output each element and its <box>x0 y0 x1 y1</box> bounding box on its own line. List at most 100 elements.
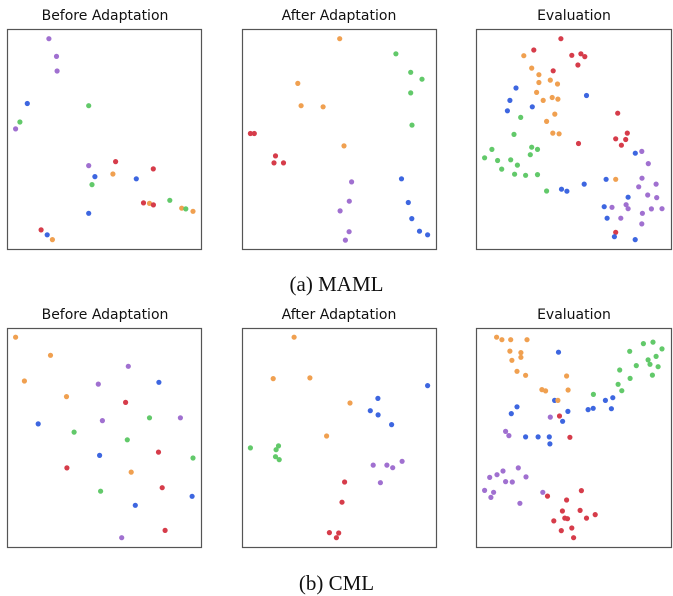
scatter-point-blue <box>133 176 139 182</box>
scatter-point-red <box>272 153 279 159</box>
scatter-point-blue <box>409 216 415 222</box>
scatter-point-blue <box>546 434 552 440</box>
scatter-point-purple <box>119 535 125 541</box>
scatter-point-purple <box>346 198 352 204</box>
scatter-point-blue <box>581 181 587 187</box>
scatter-point-purple <box>639 148 645 154</box>
scatter-point-orange <box>49 237 56 243</box>
scatter-point-orange <box>47 352 54 358</box>
scatter-point-green <box>518 114 524 120</box>
scatter-point-blue <box>604 215 610 221</box>
scatter-point-purple <box>46 36 52 42</box>
scatter-point-purple <box>540 489 546 495</box>
scatter-point-purple <box>390 465 396 471</box>
scatter-point-green <box>247 445 253 451</box>
scatter-point-orange <box>307 375 313 381</box>
scatter-point-purple <box>523 474 529 480</box>
panel-title: Before Adaptation <box>41 307 169 323</box>
scatter-point-orange <box>564 373 570 379</box>
scatter-point-orange <box>540 97 546 103</box>
axes-frame <box>475 28 673 251</box>
scatter-point-purple <box>125 363 131 369</box>
scatter-point-green <box>640 341 646 347</box>
scatter-point-green <box>534 146 541 152</box>
scatter-point-green <box>393 51 399 57</box>
scatter-point-purple <box>547 414 553 420</box>
scatter-point-green <box>529 144 535 150</box>
scatter-point-red <box>339 499 345 505</box>
scatter-point-orange <box>21 378 27 384</box>
scatter-point-blue <box>583 92 590 99</box>
scatter-point-green <box>495 157 501 164</box>
scatter-point-blue <box>507 97 513 103</box>
scatter-point-green <box>408 69 414 75</box>
scatter-point-red <box>567 434 573 440</box>
scatter-point-orange <box>494 334 500 340</box>
scatter-point-purple <box>99 418 105 424</box>
scatter-point-orange <box>509 357 515 363</box>
scatter-point-orange <box>341 143 347 149</box>
scatter-point-green <box>649 372 655 378</box>
scatter-point-green <box>615 381 621 387</box>
scatter-point-purple <box>370 462 376 468</box>
scatter-point-purple <box>609 204 615 210</box>
scatter-point-green <box>645 357 651 363</box>
scatter-point-blue <box>585 407 591 413</box>
scatter-point-orange <box>508 337 514 343</box>
scatter-point-green <box>17 119 23 125</box>
scatter-point-green <box>544 188 550 194</box>
scatter-point-purple <box>623 202 629 208</box>
scatter-point-orange <box>549 94 555 101</box>
scatter-point-red <box>113 159 119 165</box>
scatter-point-orange <box>524 337 530 343</box>
scatter-point-red <box>615 110 621 116</box>
scatter-point-purple <box>482 487 488 493</box>
scatter-point-blue <box>375 412 381 418</box>
scatter-point-red <box>624 130 630 136</box>
scatter-point-orange <box>550 130 556 136</box>
scatter-point-green <box>86 103 92 109</box>
scatter-point-green <box>534 172 541 178</box>
scatter-point-blue <box>425 232 431 238</box>
scatter-point-orange <box>128 469 134 475</box>
scatter-point-orange <box>320 104 326 110</box>
scatter-point-blue <box>610 395 616 401</box>
scatter-point-red <box>150 202 156 208</box>
scatter-point-red <box>64 465 70 471</box>
scatter-point-green <box>653 353 659 359</box>
panel-title: Evaluation <box>537 307 611 323</box>
scatter-point-orange <box>613 176 619 182</box>
scatter-point-blue <box>632 150 638 156</box>
scatter-point-red <box>159 485 165 491</box>
scatter-point-red <box>280 160 287 166</box>
scatter-point-red <box>571 535 577 541</box>
scatter-point-green <box>275 443 282 449</box>
scatter-point-blue <box>405 199 411 206</box>
scatter-point-red <box>618 142 624 148</box>
scatter-point-orange <box>146 200 153 206</box>
scatter-point-blue <box>529 104 535 110</box>
scatter-point-red <box>564 516 571 522</box>
scatter-point-orange <box>518 354 524 360</box>
scatter-point-purple <box>503 428 509 434</box>
scatter-point-blue <box>86 210 92 216</box>
scatter-point-blue <box>565 408 571 414</box>
scatter-point-green <box>489 146 495 152</box>
scatter-point-green <box>659 346 665 352</box>
scatter-point-orange <box>555 96 561 102</box>
scatter-point-purple <box>177 415 183 421</box>
scatter-point-orange <box>190 208 196 214</box>
scatter-point-blue <box>508 411 514 417</box>
scatter-point-red <box>583 515 590 521</box>
scatter-point-orange <box>536 72 542 78</box>
scatter-point-purple <box>645 161 651 167</box>
scatter-panel <box>241 28 438 251</box>
scatter-point-green <box>272 454 279 460</box>
scatter-point-green <box>511 131 517 137</box>
axes-frame <box>241 28 438 251</box>
scatter-point-red <box>551 518 557 524</box>
scatter-point-purple <box>645 192 651 198</box>
scatter-point-green <box>619 388 625 394</box>
scatter-point-purple <box>648 206 654 212</box>
scatter-point-purple <box>509 479 515 485</box>
